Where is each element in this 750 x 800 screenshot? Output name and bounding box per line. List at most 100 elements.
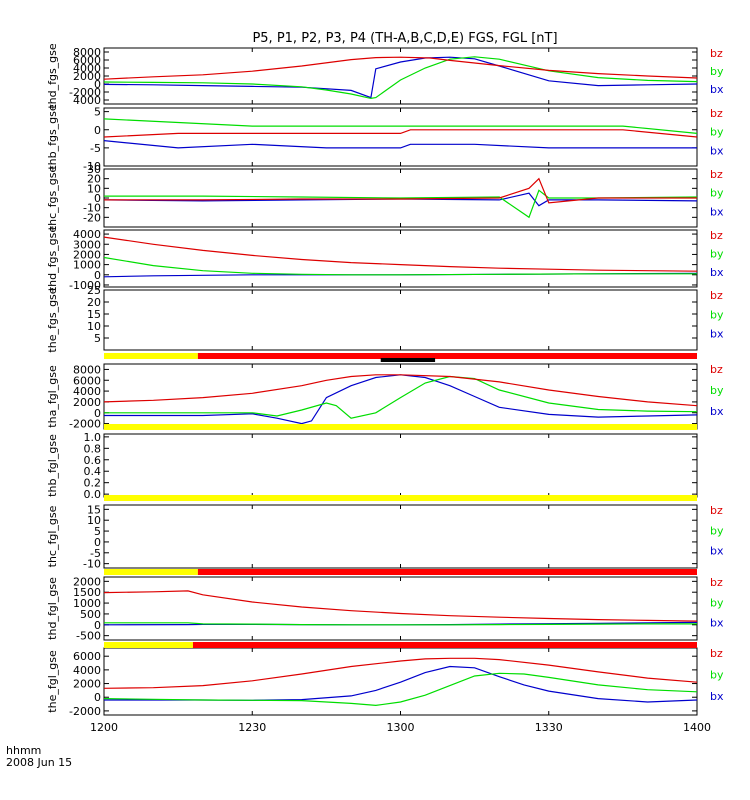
x-tick-label: 1200 <box>90 721 118 734</box>
legend-bz: bz <box>710 107 723 120</box>
series-line-bx <box>104 56 697 99</box>
series-line-bz <box>104 374 697 407</box>
legend-by: by <box>710 308 724 321</box>
panel-7: 0.00.20.40.60.81.0 thb_fgl_gse <box>46 431 698 501</box>
y-tick-label: 20 <box>87 296 101 309</box>
y-axis-label: thc_fgs_gse <box>46 166 59 231</box>
series-line-bx <box>104 374 697 425</box>
y-tick-label: -500 <box>76 630 101 643</box>
y-axis-label: thd_fgs_gse <box>46 226 59 292</box>
y-tick-label: 15 <box>87 308 101 321</box>
y-tick-label: 1.0 <box>84 431 102 444</box>
y-tick-label: 0.2 <box>84 477 102 490</box>
legend-bz: bz <box>710 168 723 181</box>
y-axis-label: the_fgs_gse <box>46 287 59 352</box>
y-axis-label: thd_fgl_gse <box>46 577 59 640</box>
mode-bar-2 <box>104 424 697 430</box>
y-tick-label: 1000 <box>73 597 101 610</box>
x-tick-label: 1300 <box>387 721 415 734</box>
y-tick-label: 0.8 <box>84 442 102 455</box>
mode-segment-low <box>104 424 697 430</box>
mode-bar-4 <box>104 569 697 575</box>
y-tick-label: 4000 <box>73 94 101 107</box>
y-tick-label: 0.0 <box>84 488 102 501</box>
y-tick-label: 0 <box>94 407 101 420</box>
mode-segment-high <box>197 569 697 575</box>
y-tick-label: 4000 <box>73 385 101 398</box>
legend-bz: bz <box>710 289 723 302</box>
legend-bx: bx <box>710 545 724 558</box>
legend-bx: bx <box>710 690 724 703</box>
y-tick-label: 2000 <box>73 396 101 409</box>
y-tick-label: 1000 <box>73 259 101 272</box>
series-line-by <box>104 56 697 100</box>
legend-by: by <box>710 247 724 260</box>
y-tick-label: 0 <box>94 78 101 91</box>
y-tick-label: 2000 <box>73 70 101 83</box>
legend-bx: bx <box>710 205 724 218</box>
mode-segment-high <box>192 642 697 648</box>
mode-segment-high <box>197 353 697 359</box>
y-tick-label: 6000 <box>73 374 101 387</box>
y-tick-label: 0.4 <box>84 465 102 478</box>
legend-bz: bz <box>710 647 723 660</box>
legend-by: by <box>710 187 724 200</box>
y-tick-label: 10 <box>87 514 101 527</box>
y-tick-label: 2000 <box>73 575 101 588</box>
y-tick-label: -5 <box>90 547 101 560</box>
y-tick-label: 10 <box>87 182 101 195</box>
mode-segment-low <box>104 642 193 648</box>
series-line-by <box>104 118 697 134</box>
series-line-bx <box>104 665 697 703</box>
y-tick-label: 30 <box>87 163 101 176</box>
series-line-bx <box>104 140 697 149</box>
y-tick-label: -1000 <box>69 279 101 292</box>
series-line-bz <box>104 590 697 622</box>
y-tick-label: 0 <box>94 269 101 282</box>
y-axis-label: the_fgl_gse <box>46 650 59 713</box>
panel-frame <box>103 47 698 105</box>
y-tick-label: 0 <box>94 124 101 137</box>
legend-bz: bz <box>710 47 723 60</box>
mode-bar-3 <box>104 495 697 501</box>
y-axis-label: tha_fgl_gse <box>46 365 59 428</box>
mode-bar-5 <box>104 642 697 648</box>
panel-frame <box>103 433 698 498</box>
y-tick-label: 0 <box>94 619 101 632</box>
legend-bx: bx <box>710 328 724 341</box>
y-tick-label: -2000 <box>69 418 101 431</box>
y-tick-label: -10 <box>83 160 101 173</box>
y-tick-label: 2000 <box>73 248 101 261</box>
legend-by: by <box>710 596 724 609</box>
series-line-by <box>104 189 697 219</box>
y-axis-label: thb_fgs_gse <box>46 104 59 170</box>
legend-bx: bx <box>710 144 724 157</box>
legend-by: by <box>710 384 724 397</box>
series-line-bz <box>104 236 697 272</box>
legend-by: by <box>710 524 724 537</box>
legend-by: by <box>710 126 724 139</box>
panel-2: -10 -5 0 5 thb_fgs_gse bz by bx <box>46 104 724 173</box>
mode-segment-low <box>104 353 198 359</box>
y-tick-label: 0 <box>94 192 101 205</box>
y-tick-label: 4000 <box>73 62 101 75</box>
panel-frame <box>103 289 698 351</box>
legend-by: by <box>710 65 724 78</box>
y-tick-label: 6000 <box>73 54 101 67</box>
series-line-by <box>104 375 697 419</box>
y-axis-label: thd_fgs_gse <box>46 43 59 109</box>
panel-frame <box>103 229 698 288</box>
event-marker <box>380 358 436 362</box>
y-tick-label: 2000 <box>73 678 101 691</box>
y-tick-label: 1500 <box>73 586 101 599</box>
y-tick-label: -20 <box>83 211 101 224</box>
y-tick-label: -2000 <box>69 705 101 718</box>
legend-bx: bx <box>710 83 724 96</box>
y-axis-label: thc_fgl_gse <box>46 505 59 567</box>
y-tick-label: 4000 <box>73 664 101 677</box>
y-tick-label: 8000 <box>73 46 101 59</box>
